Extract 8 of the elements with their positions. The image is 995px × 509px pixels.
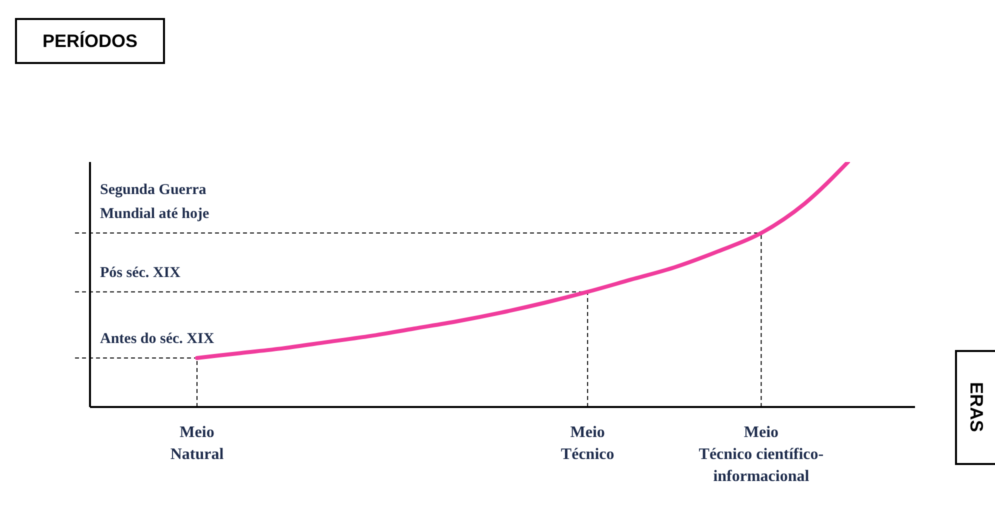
x-tick-label: Meio Técnico <box>560 424 614 463</box>
ylabel-box: PERÍODOS <box>15 18 165 64</box>
xlabel-box: ERAS <box>955 350 995 465</box>
ref-line-label: Pós séc. XIX <box>100 264 181 281</box>
x-tick-label: Meio Natural <box>170 424 224 463</box>
ref-line-label: Segunda Guerra Mundial até hoje <box>100 182 210 222</box>
ref-line-label: Antes do séc. XIX <box>100 331 214 347</box>
x-tick-label: Meio Técnico científico- informacional <box>698 424 824 485</box>
